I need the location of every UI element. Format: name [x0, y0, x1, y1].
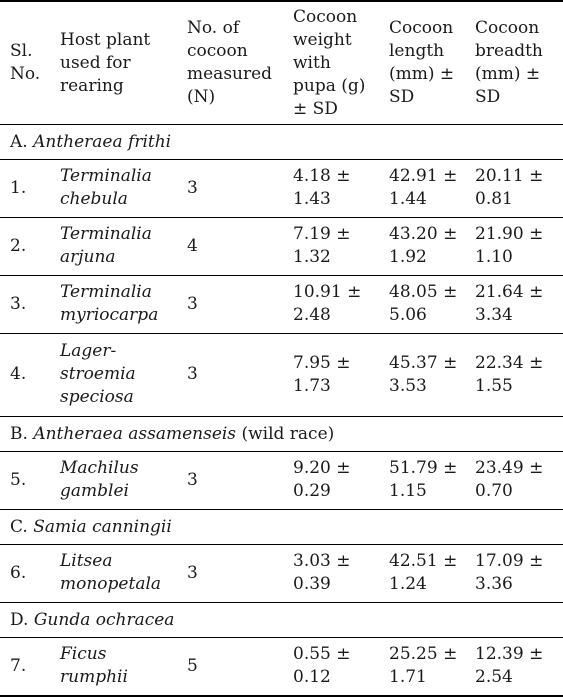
cell-sl: 4. — [10, 364, 27, 384]
cell-sl: 3. — [10, 293, 27, 314]
cell-sl: 1. — [10, 177, 27, 198]
cell-breadth: 23.49 ± 0.70 — [475, 458, 544, 501]
cell-host: Ficus rumphii — [60, 644, 128, 687]
group-prefix: D. — [10, 610, 29, 630]
cell-weight: 0.55 ± 0.12 — [293, 644, 351, 687]
header-sl-no: Sl. No. — [10, 41, 41, 85]
cell-host: Terminalia myriocarpa — [60, 282, 159, 325]
cell-host: Machilus gamblei — [60, 458, 139, 501]
group-row: B. Antheraea assamenseis (wild race) — [0, 416, 563, 451]
cell-host: Litsea monopetala — [60, 551, 162, 594]
cell-length: 48.05 ± 5.06 — [389, 282, 458, 325]
cell-breadth: 22.34 ± 1.55 — [475, 352, 544, 396]
cell-length: 42.91 ± 1.44 — [389, 166, 458, 209]
table-row: 3. Terminalia myriocarpa 3 10.91 ± 2.48 … — [0, 275, 563, 333]
cell-sl: 7. — [10, 655, 27, 676]
cell-n: 3 — [187, 562, 198, 583]
table-row: 6. Litsea monopetala 3 3.03 ± 0.39 42.51… — [0, 544, 563, 602]
header-length: Cocoon length (mm) ± SD — [389, 18, 455, 108]
group-row: C. Samia canningii — [0, 509, 563, 544]
cell-n: 5 — [187, 655, 198, 676]
group-row: D. Gunda ochracea — [0, 602, 563, 637]
header-row: Sl. No. Host plant used for rearing No. … — [0, 1, 563, 124]
cell-weight: 4.18 ± 1.43 — [293, 166, 351, 209]
header-weight: Cocoon weight with pupa (g) ± SD — [293, 6, 366, 119]
group-label: B. Antheraea assamenseis (wild race) — [0, 416, 563, 451]
group-prefix: A. — [10, 132, 28, 152]
cell-length: 45.37 ± 3.53 — [389, 352, 458, 396]
cell-breadth: 21.90 ± 1.10 — [475, 224, 544, 267]
header-breadth: Cocoon breadth (mm) ± SD — [475, 18, 543, 108]
cell-breadth: 20.11 ± 0.81 — [475, 166, 544, 209]
cell-n: 3 — [187, 469, 198, 490]
group-suffix: (wild race) — [236, 424, 335, 444]
group-species: Antheraea frithi — [33, 132, 172, 152]
cell-weight: 7.19 ± 1.32 — [293, 224, 351, 267]
header-no-cocoon: No. of cocoon measured (N) — [187, 18, 273, 108]
cell-weight: 9.20 ± 0.29 — [293, 458, 351, 501]
cell-weight: 3.03 ± 0.39 — [293, 551, 351, 594]
cell-sl: 6. — [10, 562, 27, 583]
cell-length: 43.20 ± 1.92 — [389, 224, 458, 267]
cell-weight: 10.91 ± 2.48 — [293, 282, 362, 325]
group-label: A. Antheraea frithi — [0, 124, 563, 159]
cell-breadth: 17.09 ± 3.36 — [475, 551, 544, 594]
cell-length: 25.25 ± 1.71 — [389, 644, 458, 687]
cell-host: Lager-stroemia speciosa — [60, 341, 136, 407]
cell-n: 3 — [187, 364, 198, 384]
cell-length: 42.51 ± 1.24 — [389, 551, 458, 594]
cell-n: 3 — [187, 177, 198, 198]
group-species: Samia canningii — [33, 517, 172, 537]
group-label: C. Samia canningii — [0, 509, 563, 544]
cell-weight: 7.95 ± 1.73 — [293, 352, 351, 396]
table-row: 1. Terminalia chebula 3 4.18 ± 1.43 42.9… — [0, 159, 563, 217]
cell-breadth: 21.64 ± 3.34 — [475, 282, 544, 325]
group-prefix: C. — [10, 517, 28, 537]
table-row: 7. Ficus rumphii 5 0.55 ± 0.12 25.25 ± 1… — [0, 637, 563, 696]
group-label: D. Gunda ochracea — [0, 602, 563, 637]
cell-host: Terminalia arjuna — [60, 224, 152, 267]
cell-length: 51.79 ± 1.15 — [389, 458, 458, 501]
group-species: Antheraea assamenseis — [33, 424, 237, 444]
cell-breadth: 12.39 ± 2.54 — [475, 644, 544, 687]
cell-host: Terminalia chebula — [60, 166, 152, 209]
group-row: A. Antheraea frithi — [0, 124, 563, 159]
cell-n: 3 — [187, 293, 198, 314]
group-prefix: B. — [10, 424, 28, 444]
cell-sl: 5. — [10, 469, 27, 490]
table-row: 2. Terminalia arjuna 4 7.19 ± 1.32 43.20… — [0, 217, 563, 275]
group-species: Gunda ochracea — [33, 610, 175, 630]
cell-sl: 2. — [10, 235, 27, 256]
table-row: 4. Lager-stroemia speciosa 3 7.95 ± 1.73… — [0, 333, 563, 416]
table-row: 5. Machilus gamblei 3 9.20 ± 0.29 51.79 … — [0, 451, 563, 509]
header-host-plant: Host plant used for rearing — [60, 29, 151, 96]
cell-n: 4 — [187, 235, 198, 256]
